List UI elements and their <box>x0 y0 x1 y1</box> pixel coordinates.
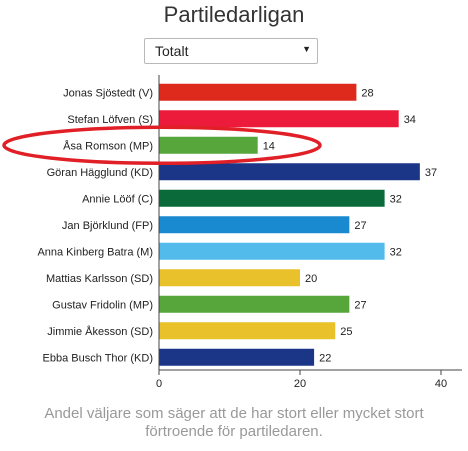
x-tick-label: 0 <box>156 378 162 390</box>
category-label: Jimmie Åkesson (SD) <box>47 325 153 338</box>
category-label: Stefan Löfven (S) <box>67 114 153 126</box>
category-label: Ebba Busch Thor (KD) <box>43 352 153 364</box>
chart-title: Partiledarligan <box>163 2 305 27</box>
value-label: 20 <box>305 273 317 285</box>
highlight-ellipse <box>2 125 322 165</box>
category-label: Jan Björklund (FP) <box>62 220 153 232</box>
bar <box>159 83 357 101</box>
category-label: Gustav Fridolin (MP) <box>52 299 153 311</box>
bar <box>159 110 399 128</box>
x-tick-label: 40 <box>435 378 447 390</box>
bar <box>159 348 315 366</box>
dropdown-value: Totalt <box>155 43 189 59</box>
category-label: Göran Hägglund (KD) <box>47 167 153 179</box>
category-label: Mattias Karlsson (SD) <box>46 273 153 285</box>
value-label: 32 <box>390 193 402 205</box>
bar <box>159 163 420 181</box>
bar <box>159 269 300 287</box>
value-label: 14 <box>263 140 275 152</box>
bar <box>159 322 336 340</box>
chart-caption: Andel väljare som säger att de har stort… <box>44 405 424 440</box>
bar <box>159 295 350 313</box>
bar <box>159 189 385 207</box>
value-label: 27 <box>354 299 366 311</box>
x-tick-label: 20 <box>294 378 306 390</box>
value-label: 32 <box>390 246 402 258</box>
bar <box>159 242 385 260</box>
value-label: 27 <box>354 220 366 232</box>
category-label: Anna Kinberg Batra (M) <box>37 246 153 258</box>
category-dropdown[interactable]: Totalt ▼ <box>144 38 318 64</box>
bar-chart: Jonas Sjöstedt (V) 28 Stefan Löfven (S) 34 Å… <box>2 75 462 390</box>
category-label: Åsa Romson (MP) <box>63 139 153 152</box>
category-label: Jonas Sjöstedt (V) <box>63 87 153 99</box>
chevron-down-icon: ▼ <box>302 44 311 54</box>
category-label: Annie Lööf (C) <box>82 193 153 205</box>
value-label: 22 <box>319 352 331 364</box>
bar <box>159 216 350 234</box>
value-label: 25 <box>340 326 352 338</box>
value-label: 28 <box>361 87 373 99</box>
bar <box>159 136 258 154</box>
value-label: 37 <box>425 167 437 179</box>
value-label: 34 <box>404 114 416 126</box>
